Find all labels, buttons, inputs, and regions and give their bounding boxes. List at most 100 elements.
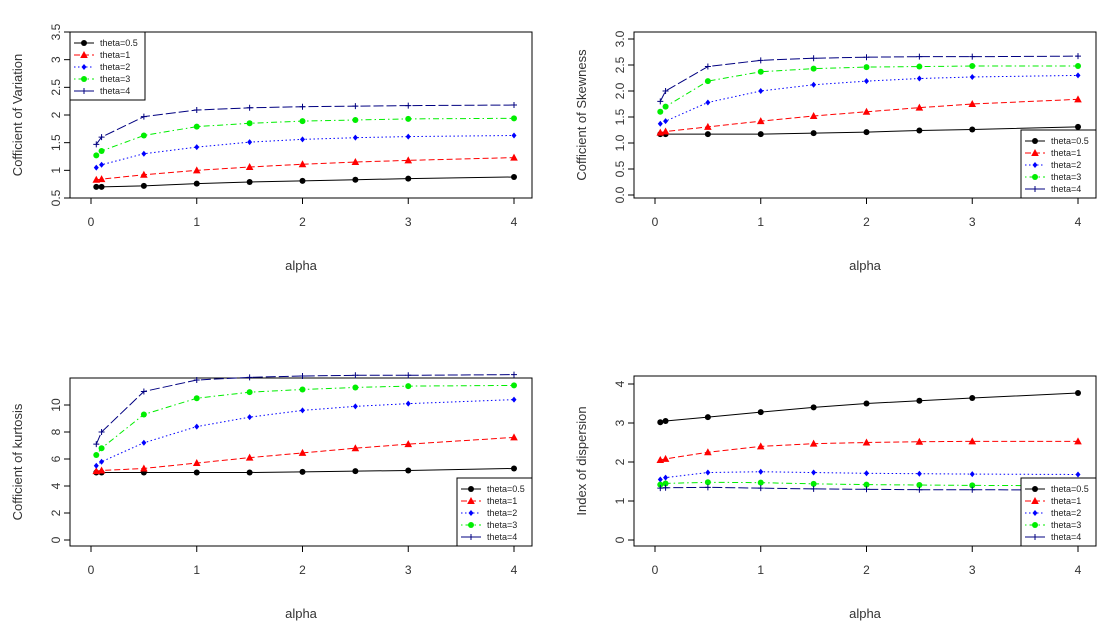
legend-label: theta=2	[100, 62, 130, 72]
data-point	[1075, 389, 1081, 396]
legend-label: theta=4	[1051, 532, 1081, 542]
data-point	[352, 372, 359, 379]
data-point	[916, 53, 923, 60]
legend-label: theta=0.5	[1051, 484, 1089, 494]
data-point	[193, 123, 200, 130]
data-point	[1074, 437, 1082, 445]
data-point	[657, 108, 664, 115]
legend-entry: theta=3	[1025, 172, 1081, 182]
data-point	[99, 161, 105, 168]
legend-marker	[468, 486, 474, 492]
y-tick-label: 1	[49, 167, 63, 174]
data-point	[704, 131, 711, 138]
data-point	[299, 468, 306, 475]
series-theta-0-5	[657, 123, 1081, 138]
data-point	[194, 144, 200, 151]
y-tick-label: 0.5	[613, 160, 627, 177]
data-point	[969, 486, 976, 493]
series-line	[95, 117, 515, 156]
data-point	[809, 111, 818, 119]
series-line	[95, 374, 515, 445]
y-axis: 0 1 2 3 4	[613, 380, 634, 543]
data-point	[352, 403, 358, 410]
data-point	[93, 441, 100, 448]
data-point	[141, 150, 147, 157]
data-point	[705, 99, 711, 106]
legend-label: theta=3	[1051, 520, 1081, 530]
data-point	[864, 78, 869, 85]
y-tick-label: 3.0	[613, 30, 627, 47]
data-point	[811, 81, 817, 88]
legend-marker	[1032, 510, 1038, 516]
data-point	[756, 442, 765, 450]
x-tick-label: 1	[193, 215, 200, 229]
data-point	[1075, 123, 1081, 130]
data-point	[351, 158, 360, 166]
x-axis-title: alpha	[285, 258, 318, 273]
y-tick-label: 8	[49, 428, 63, 435]
data-point	[916, 482, 923, 489]
x-axis-title: alpha	[849, 258, 882, 273]
series-theta-0-5	[93, 465, 517, 476]
series-line	[660, 74, 1079, 125]
y-tick-label: 0.5	[49, 189, 63, 206]
series-theta-2	[657, 468, 1081, 483]
x-tick-label: 4	[511, 215, 518, 229]
legend-entry: theta=1	[1025, 496, 1081, 506]
data-point	[511, 465, 517, 472]
data-point	[352, 134, 358, 141]
data-point	[97, 175, 106, 183]
series-theta-4	[657, 53, 1081, 105]
legend-label: theta=0.5	[1051, 136, 1089, 146]
legend-entry: theta=2	[74, 62, 130, 72]
series-theta-1	[656, 437, 1082, 464]
data-point	[661, 454, 670, 462]
y-tick-label: 4	[613, 380, 627, 387]
data-point	[704, 448, 712, 456]
chart-panel-4: 0 1 2 3 4 alpha 0 1 2 3 4 Index of dispersion theta=…	[574, 375, 1097, 621]
data-point	[657, 120, 663, 127]
series-theta-4	[93, 371, 517, 448]
x-tick-label: 2	[299, 215, 306, 229]
legend: theta=0.5 theta=1 theta=2 theta=3 theta=4	[69, 31, 146, 101]
series-line	[659, 65, 1078, 113]
series-theta-1	[92, 153, 518, 183]
data-point	[757, 485, 764, 492]
y-axis-title: Cofficient of Skewness	[574, 49, 589, 181]
data-point	[704, 122, 712, 130]
series-line	[660, 98, 1079, 134]
y-tick-label: 1	[613, 497, 627, 504]
legend-entry: theta=4	[1025, 184, 1081, 194]
legend-label: theta=2	[1051, 160, 1081, 170]
legend-entry: theta=1	[74, 50, 130, 60]
data-point	[93, 152, 100, 159]
legend-entry: theta=2	[1025, 508, 1081, 518]
data-point	[758, 468, 764, 475]
x-tick-label: 4	[1075, 563, 1082, 577]
y-tick-label: 2.5	[49, 79, 63, 96]
data-point	[756, 117, 765, 125]
y-tick-label: 4	[49, 482, 63, 489]
data-point	[662, 418, 669, 425]
series-theta-3	[93, 382, 517, 458]
x-axis: 0 1 2 3 4	[88, 198, 518, 229]
data-point	[810, 485, 817, 492]
series-theta-3	[657, 63, 1081, 115]
data-point	[511, 115, 517, 122]
series-theta-2	[93, 396, 517, 469]
legend-marker	[81, 64, 87, 70]
series-line	[95, 384, 515, 456]
data-point	[662, 88, 669, 94]
series-theta-3	[93, 115, 517, 159]
y-tick-label: 1.5	[49, 134, 63, 151]
legend: theta=0.5 theta=1 theta=2 theta=3 theta=4	[1020, 477, 1097, 547]
data-point	[1075, 53, 1081, 60]
x-tick-label: 1	[757, 563, 764, 577]
legend-marker	[468, 510, 474, 516]
legend-entry: theta=1	[1025, 148, 1081, 158]
data-point	[299, 103, 306, 110]
legend-label: theta=3	[100, 74, 130, 84]
data-point	[511, 382, 517, 389]
y-tick-label: 3.5	[49, 23, 63, 40]
